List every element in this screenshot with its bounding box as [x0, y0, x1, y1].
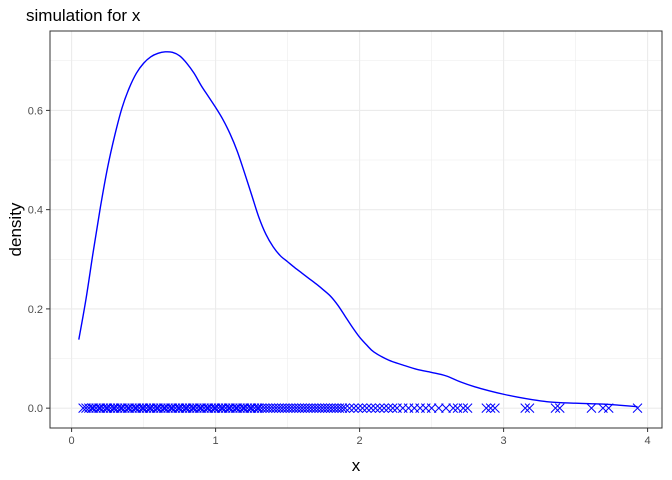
rug-point [481, 403, 492, 414]
rug-point [148, 403, 159, 414]
rug-point [387, 403, 398, 414]
rug-point [485, 403, 496, 414]
rug-point [141, 403, 152, 414]
rug-point [206, 403, 217, 414]
rug-point [348, 403, 359, 414]
plot-panel [49, 30, 663, 429]
rug-point [433, 403, 444, 414]
x-axis-title: x [352, 456, 361, 475]
rug-point [163, 403, 173, 414]
rug-point [344, 403, 355, 414]
rug-point [220, 403, 231, 414]
rug-point [458, 403, 469, 414]
rug-point [490, 403, 500, 414]
rug-point [115, 403, 126, 414]
rug-point [353, 403, 364, 414]
y-axis: 0.0 0.2 0.4 0.6 [28, 105, 50, 415]
rug-point [108, 403, 119, 414]
rug-point [86, 403, 97, 414]
rug-point [122, 403, 133, 414]
rug-point [462, 403, 473, 414]
rug-point [105, 403, 116, 414]
rug-point [379, 403, 389, 414]
x-tick-label: 0 [69, 435, 75, 447]
rug-point [127, 403, 137, 414]
rug-point [361, 403, 372, 414]
rug-point [441, 403, 451, 414]
x-tick-label: 2 [357, 435, 363, 447]
rug-point [520, 403, 531, 414]
rug-point [151, 403, 162, 414]
rug-point [242, 403, 253, 414]
rug-point [91, 403, 101, 414]
rug-point [144, 403, 155, 414]
rug-point [130, 403, 140, 414]
panel-border [49, 30, 663, 429]
rug-point [252, 403, 263, 414]
y-tick-label: 0.0 [28, 403, 43, 415]
rug-point [340, 403, 351, 414]
rug-point [357, 403, 368, 414]
rug-point [134, 403, 145, 414]
rug-point [216, 403, 227, 414]
rug-point [370, 403, 381, 414]
rug-point [374, 403, 385, 414]
rug-point [586, 403, 597, 414]
minor-gridlines [50, 31, 662, 428]
y-axis-title: density [6, 202, 25, 256]
rug-point [524, 403, 535, 414]
y-tick-label: 0.4 [28, 205, 43, 217]
x-tick-label: 4 [645, 435, 651, 447]
chart-title: simulation for x [26, 6, 141, 25]
rug-point [448, 403, 459, 414]
rug-point [180, 403, 191, 414]
rug-point [554, 403, 565, 414]
rug-point [223, 403, 234, 414]
rug-point [170, 403, 181, 414]
rug-point [158, 403, 169, 414]
x-tick-label: 3 [501, 435, 507, 447]
rug-point [187, 403, 198, 414]
rug-point [230, 403, 241, 414]
rug-point [120, 403, 130, 414]
rug-point [235, 403, 245, 414]
rug-point [166, 403, 176, 414]
rug-point [184, 403, 195, 414]
rug-point [192, 403, 202, 414]
rug-point [98, 403, 109, 414]
rug-points [78, 403, 643, 414]
rug-point [209, 403, 220, 414]
rug-point [337, 403, 348, 414]
panel-background [50, 31, 662, 428]
y-tick-label: 0.6 [28, 105, 43, 117]
x-tick-label: 1 [213, 435, 219, 447]
rug-point [112, 403, 123, 414]
rug-point [173, 403, 184, 414]
y-tick-label: 0.2 [28, 304, 43, 316]
rug-point [550, 403, 561, 414]
rug-point [603, 403, 614, 414]
rug-point [238, 403, 248, 414]
rug-point [249, 403, 260, 414]
rug-point [84, 403, 94, 414]
rug-point [94, 403, 104, 414]
rug-point [194, 403, 205, 414]
rug-point [202, 403, 212, 414]
rug-point [245, 403, 256, 414]
rug-point [426, 403, 437, 414]
rug-point [156, 403, 166, 414]
rug-point [228, 403, 238, 414]
density-curve [78, 51, 638, 408]
rug-point [383, 403, 394, 414]
rug-point [213, 403, 224, 414]
rug-point [101, 403, 112, 414]
rug-point [632, 403, 643, 414]
x-axis: 0 1 2 3 4 [69, 428, 651, 447]
rug-point [137, 403, 148, 414]
rug-point [366, 403, 376, 414]
rug-point [199, 403, 209, 414]
rug-point [177, 403, 188, 414]
